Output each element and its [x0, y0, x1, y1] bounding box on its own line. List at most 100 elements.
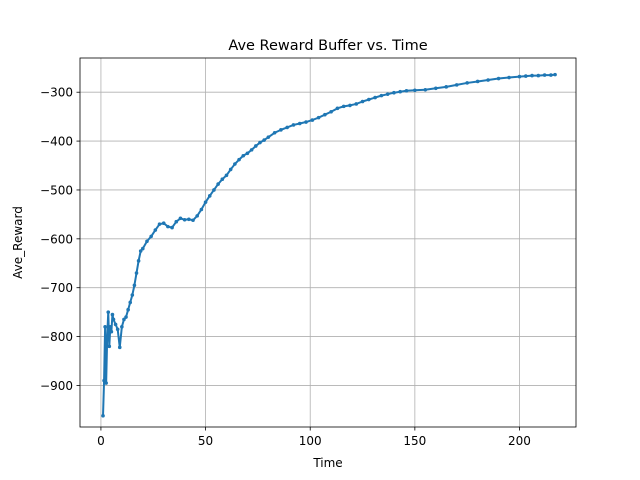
- data-point: [496, 76, 501, 81]
- data-point: [542, 73, 547, 77]
- data-point: [117, 345, 122, 350]
- data-point: [130, 293, 135, 297]
- y-tick-label: −600: [40, 232, 73, 246]
- data-point: [106, 310, 111, 314]
- data-point: [101, 413, 105, 418]
- data-point: [108, 325, 113, 329]
- data-point: [111, 317, 116, 322]
- data-point: [335, 106, 340, 111]
- data-point: [161, 221, 166, 225]
- data-point: [258, 140, 262, 145]
- data-point: [523, 74, 528, 78]
- data-point: [475, 79, 480, 84]
- data-point: [454, 83, 459, 87]
- data-point: [102, 378, 106, 383]
- data-point: [174, 219, 179, 224]
- data-point: [182, 217, 187, 222]
- data-point: [297, 121, 302, 126]
- y-tick-label: −400: [40, 135, 73, 149]
- data-point: [241, 153, 246, 158]
- data-point: [465, 81, 469, 85]
- data-point: [113, 322, 118, 327]
- data-point: [245, 151, 250, 156]
- data-point: [140, 246, 145, 251]
- x-tick-label: 100: [299, 434, 322, 448]
- y-tick-label: −900: [40, 379, 73, 393]
- data-point: [367, 97, 371, 102]
- y-axis-label: Ave_Reward: [11, 206, 25, 279]
- data-point: [216, 182, 220, 186]
- data-point: [199, 207, 204, 212]
- data-point: [360, 99, 365, 104]
- data-point: [103, 325, 107, 329]
- data-point: [170, 225, 174, 230]
- data-point: [207, 194, 212, 198]
- data-point: [266, 135, 271, 139]
- data-point: [536, 73, 541, 78]
- axes-frame: [79, 57, 577, 428]
- data-point: [228, 167, 233, 172]
- data-point: [507, 75, 511, 80]
- data-point: [316, 115, 321, 120]
- data-point: [517, 74, 522, 79]
- data-point: [348, 103, 352, 108]
- data-point: [304, 120, 308, 124]
- data-point: [109, 329, 114, 334]
- y-tick-label: −500: [40, 183, 73, 197]
- data-point: [212, 188, 216, 192]
- data-point: [166, 224, 170, 229]
- data-point: [413, 88, 417, 93]
- chart-title: Ave Reward Buffer vs. Time: [228, 38, 427, 54]
- data-point: [323, 112, 327, 117]
- data-point: [373, 95, 377, 100]
- data-point: [354, 102, 359, 106]
- data-point: [149, 234, 153, 239]
- y-tick-label: −300: [40, 86, 73, 100]
- series-layer: [101, 72, 557, 418]
- x-tick-label: 0: [97, 434, 105, 448]
- data-point: [433, 86, 438, 91]
- data-point: [128, 300, 133, 305]
- data-point: [444, 85, 449, 89]
- data-point: [122, 317, 126, 322]
- grid: [80, 58, 576, 427]
- data-point: [191, 218, 195, 223]
- data-point: [233, 162, 237, 166]
- data-point: [105, 334, 110, 339]
- ticks: 0 50 100 150 200 −900 −800 −700 −600 −500 −400 −300: [40, 86, 531, 448]
- x-tick-label: 150: [403, 434, 426, 448]
- data-point: [549, 73, 553, 77]
- data-point: [398, 89, 403, 94]
- data-point: [136, 259, 141, 263]
- data-point: [253, 144, 258, 148]
- data-point: [291, 123, 296, 127]
- data-point: [195, 214, 199, 218]
- data-point: [423, 87, 428, 92]
- data-point: [237, 157, 241, 162]
- data-point: [107, 344, 112, 349]
- y-tick-label: −700: [40, 281, 73, 295]
- data-point: [272, 130, 277, 135]
- data-point: [262, 138, 266, 142]
- data-point: [120, 325, 124, 329]
- data-point: [486, 78, 490, 82]
- data-point: [104, 381, 108, 385]
- x-tick-label: 200: [508, 434, 531, 448]
- data-point: [553, 72, 557, 77]
- data-point: [134, 271, 139, 275]
- y-tick-label: −800: [40, 330, 73, 344]
- data-point: [153, 228, 158, 232]
- data-point: [392, 90, 396, 95]
- data-point: [138, 249, 143, 253]
- data-point: [203, 200, 208, 204]
- data-point: [126, 307, 130, 312]
- data-point: [329, 109, 333, 114]
- data-point: [224, 173, 229, 178]
- data-point: [115, 327, 120, 332]
- data-point: [124, 315, 128, 319]
- data-point: [220, 177, 225, 182]
- data-point: [530, 73, 534, 78]
- data-point: [379, 93, 384, 98]
